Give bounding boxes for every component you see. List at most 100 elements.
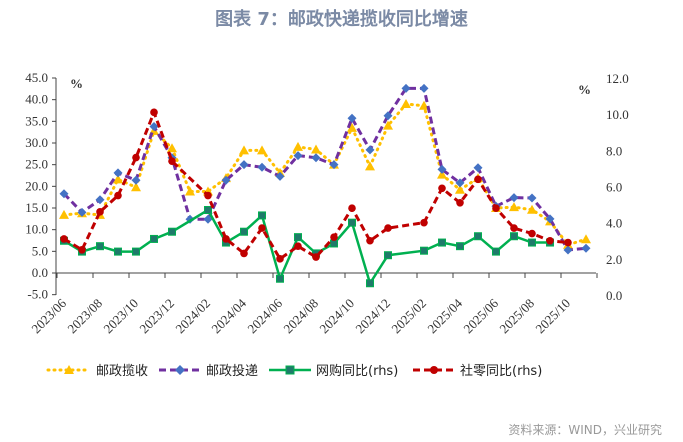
data-point-triangle [293, 141, 303, 151]
data-point-triangle [509, 202, 519, 212]
data-point-circle [168, 157, 176, 165]
data-point-diamond [365, 145, 375, 155]
x-axis-tick-label: 2025/08 [496, 296, 537, 337]
data-point-diamond [113, 168, 123, 178]
series-4 [60, 108, 572, 263]
data-point-diamond [419, 83, 429, 93]
x-axis-tick-label: 2023/10 [100, 296, 141, 337]
data-point-diamond [239, 160, 249, 170]
data-point-diamond [131, 175, 141, 185]
x-axis-tick-label: 2024/12 [352, 296, 393, 337]
legend-item-retail-sales: 社零同比(rhs) [412, 360, 542, 379]
data-point-diamond [77, 207, 87, 217]
data-point-circle [438, 184, 446, 193]
legend-swatch-yellow [46, 364, 92, 374]
legend-label: 社零同比(rhs) [460, 364, 543, 379]
data-point-diamond [509, 193, 519, 203]
data-point-circle [96, 208, 104, 216]
x-axis-tick-label: 2023/12 [136, 296, 177, 337]
data-point-diamond [95, 195, 105, 205]
x-axis-tick-label: 2025/10 [532, 296, 573, 337]
left-axis-tick-label: 40.0 [25, 92, 48, 107]
left-axis-tick-label: 25.0 [25, 157, 48, 172]
data-point-square [96, 242, 104, 251]
data-point-triangle [239, 145, 249, 155]
data-point-square [294, 233, 302, 242]
left-axis-tick-label: -5.0 [27, 287, 48, 302]
data-point-triangle [527, 204, 537, 214]
data-point-circle [420, 218, 428, 227]
legend-swatch-red [413, 365, 455, 374]
data-point-square [492, 247, 500, 256]
data-point-circle [492, 204, 500, 212]
legend-item-online-retail: 网购同比(rhs) [268, 360, 398, 379]
data-point-triangle [419, 100, 429, 110]
left-axis-tick-label: 20.0 [25, 178, 48, 193]
data-point-diamond [221, 175, 231, 185]
data-point-triangle [113, 174, 123, 184]
legend-item-postal-delivery: 邮政投递 [158, 360, 258, 379]
data-point-diamond [329, 160, 339, 170]
data-point-diamond [473, 163, 483, 173]
data-point-square [474, 232, 482, 241]
left-axis-tick-label: 35.0 [25, 113, 48, 128]
left-axis-tick-label: 0.0 [32, 265, 48, 280]
data-point-diamond [437, 164, 447, 174]
data-point-square [150, 234, 158, 243]
series-line [63, 208, 550, 287]
legend-swatch-green [269, 365, 311, 374]
x-axis-tick-label: 2025/04 [424, 295, 465, 336]
data-point-circle [294, 242, 302, 250]
data-point-diamond [545, 214, 555, 224]
data-point-triangle [365, 161, 375, 171]
data-point-circle [132, 153, 140, 162]
data-point-diamond [401, 83, 411, 93]
data-point-circle [474, 175, 482, 184]
data-point-circle [222, 235, 230, 243]
data-point-circle [258, 224, 266, 232]
data-point-triangle [59, 209, 69, 219]
data-point-triangle [311, 144, 321, 154]
data-point-circle [348, 204, 356, 212]
data-point-circle [456, 198, 464, 207]
x-axis-tick-label: 2025/02 [388, 296, 429, 337]
data-point-circle [312, 253, 320, 261]
data-point-triangle [581, 234, 591, 244]
x-axis-tick-label: 2024/02 [172, 296, 213, 337]
data-point-diamond [581, 243, 591, 253]
data-point-square [438, 238, 446, 247]
x-axis-tick-label: 2024/06 [244, 295, 285, 336]
data-point-circle [60, 235, 68, 243]
data-point-square [420, 246, 428, 255]
data-point-square [276, 274, 284, 283]
right-axis-tick-label: 4.0 [606, 216, 622, 231]
data-point-square [204, 206, 212, 215]
data-point-triangle [437, 169, 447, 179]
legend-label: 邮政投递 [206, 364, 259, 379]
data-point-circle [528, 229, 536, 238]
left-axis-tick-label: 15.0 [25, 200, 48, 215]
data-point-diamond [455, 178, 465, 188]
right-axis-tick-label: 12.0 [606, 71, 629, 86]
left-axis-tick-label: 10.0 [25, 222, 48, 237]
data-point-diamond [347, 113, 357, 123]
x-axis-tick-label: 2025/06 [460, 295, 501, 336]
series-line [62, 102, 588, 247]
data-point-diamond [527, 193, 537, 203]
right-axis-tick-label: 2.0 [606, 252, 622, 267]
data-point-circle [78, 245, 86, 254]
legend-label: 邮政揽收 [96, 364, 149, 379]
data-point-circle [366, 236, 374, 245]
data-point-square [384, 251, 392, 260]
data-point-circle [276, 255, 284, 263]
x-axis-tick-label: 2024/08 [280, 296, 321, 337]
right-axis-tick-label: 6.0 [606, 180, 622, 195]
series-2 [59, 83, 591, 255]
data-point-square [258, 211, 266, 220]
data-point-circle [330, 233, 338, 241]
right-axis-tick-label: 0.0 [606, 288, 622, 303]
left-axis-tick-label: 5.0 [32, 243, 48, 258]
data-point-diamond [275, 171, 285, 181]
data-point-square [456, 242, 464, 251]
data-point-circle [546, 236, 554, 245]
